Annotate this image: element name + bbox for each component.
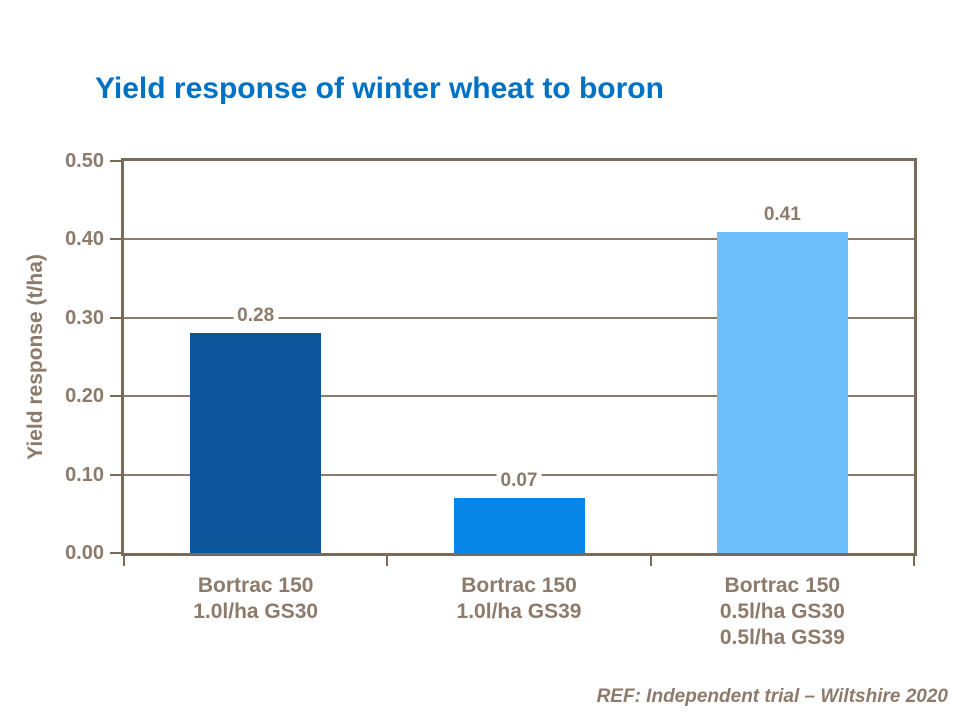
y-tick-mark (110, 552, 121, 554)
x-tick-mark (386, 553, 389, 566)
chart-title: Yield response of winter wheat to boron (95, 72, 664, 105)
x-tick-mark (649, 553, 652, 566)
y-tick-label: 0.20 (65, 385, 104, 408)
x-category-label: Bortrac 150 1.0l/ha GS39 (457, 573, 582, 625)
y-tick-mark (110, 238, 121, 241)
bar-value-label: 0.41 (759, 203, 805, 226)
reference-note: REF: Independent trial – Wiltshire 2020 (596, 686, 948, 707)
x-category-line: 1.0l/ha GS39 (456, 600, 582, 623)
bar-value-label: 0.28 (233, 305, 279, 328)
x-category-label: Bortrac 150 1.0l/ha GS30 (193, 573, 318, 625)
gridline (124, 316, 914, 319)
y-tick-mark (110, 316, 121, 319)
x-tick-mark (913, 553, 915, 566)
bar (190, 333, 322, 553)
bar (716, 231, 848, 553)
y-tick-mark (110, 473, 121, 476)
gridline (124, 395, 914, 398)
y-tick-label: 0.50 (65, 150, 104, 172)
y-tick-label: 0.00 (65, 542, 104, 564)
x-category-line: Bortrac 150 (461, 574, 577, 597)
y-tick-label: 0.10 (65, 463, 104, 486)
y-tick-label: 0.40 (65, 228, 104, 251)
x-category-label: Bortrac 150 0.5l/ha GS30 0.5l/ha GS39 (720, 573, 845, 651)
x-category-line: 0.5l/ha GS30 (719, 600, 845, 623)
x-category-line: Bortrac 150 (197, 574, 314, 597)
x-category-line: 1.0l/ha GS30 (193, 600, 319, 623)
y-tick-mark (110, 160, 121, 162)
bar-value-label: 0.07 (496, 470, 542, 493)
y-tick-label: 0.30 (65, 306, 104, 329)
x-tick-mark (123, 553, 125, 566)
y-tick-mark (110, 395, 121, 398)
x-category-line: Bortrac 150 (724, 574, 841, 597)
gridline (124, 238, 914, 241)
plot-area: 0.00 0.10 0.20 0.30 0.40 0.50 0.28 0.07 0.41 (65, 150, 917, 566)
bar (453, 498, 585, 553)
x-category-line: 0.5l/ha GS39 (719, 626, 845, 649)
